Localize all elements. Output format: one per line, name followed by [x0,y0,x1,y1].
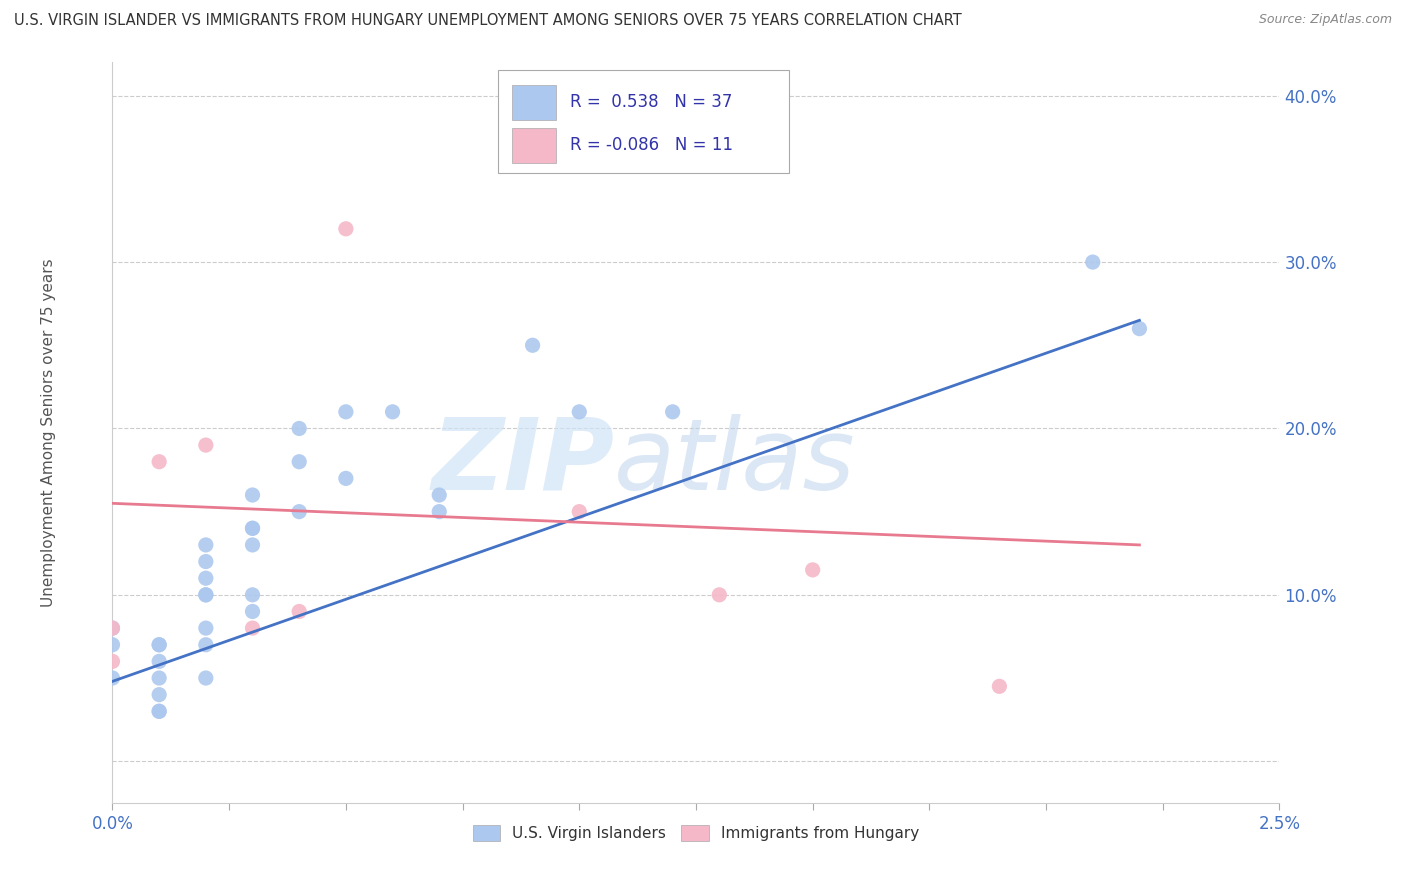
Point [522,338,544,352]
Point [194,438,217,452]
Point [148,638,170,652]
Text: Source: ZipAtlas.com: Source: ZipAtlas.com [1258,13,1392,27]
Point [148,638,170,652]
Point [288,505,311,519]
Point [801,563,824,577]
Point [242,521,264,535]
Point [194,588,217,602]
Point [148,654,170,668]
Point [1128,321,1150,335]
Point [335,405,357,419]
Point [427,505,450,519]
Point [194,555,217,569]
Point [335,471,357,485]
Point [661,405,683,419]
Text: Unemployment Among Seniors over 75 years: Unemployment Among Seniors over 75 years [41,259,56,607]
Point [148,688,170,702]
Bar [512,128,555,163]
Point [194,538,217,552]
Text: U.S. VIRGIN ISLANDER VS IMMIGRANTS FROM HUNGARY UNEMPLOYMENT AMONG SENIORS OVER : U.S. VIRGIN ISLANDER VS IMMIGRANTS FROM … [14,13,962,29]
Text: ZIP: ZIP [432,414,614,511]
Point [148,704,170,718]
Point [381,405,404,419]
Text: R =  0.538   N = 37: R = 0.538 N = 37 [569,94,733,112]
Point [242,488,264,502]
Legend: U.S. Virgin Islanders, Immigrants from Hungary: U.S. Virgin Islanders, Immigrants from H… [467,819,925,847]
Point [101,638,124,652]
Point [288,455,311,469]
Point [194,671,217,685]
Point [242,521,264,535]
Point [242,621,264,635]
Point [242,605,264,619]
Point [148,671,170,685]
Bar [512,85,555,120]
Point [568,405,591,419]
Point [194,571,217,585]
Point [194,588,217,602]
Point [194,638,217,652]
FancyBboxPatch shape [498,70,789,173]
Point [709,588,731,602]
Point [101,621,124,635]
Point [288,421,311,435]
Text: atlas: atlas [614,414,856,511]
Point [288,605,311,619]
Point [242,538,264,552]
Point [427,488,450,502]
Point [1081,255,1104,269]
Point [148,704,170,718]
Point [101,654,124,668]
Point [242,588,264,602]
Point [335,222,357,236]
Point [194,621,217,635]
Point [101,671,124,685]
Text: R = -0.086   N = 11: R = -0.086 N = 11 [569,136,733,154]
Point [101,621,124,635]
Point [988,679,1011,693]
Point [148,455,170,469]
Point [568,505,591,519]
